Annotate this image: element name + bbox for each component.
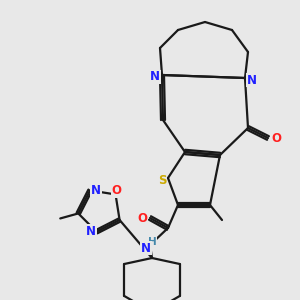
Text: O: O	[137, 212, 147, 226]
Text: O: O	[271, 133, 281, 146]
Text: H: H	[148, 237, 156, 247]
Text: N: N	[91, 184, 101, 197]
Text: N: N	[150, 70, 160, 83]
Text: O: O	[112, 184, 122, 197]
Text: N: N	[247, 74, 257, 86]
Text: N: N	[85, 225, 96, 238]
Text: N: N	[141, 242, 151, 254]
Text: S: S	[158, 173, 166, 187]
